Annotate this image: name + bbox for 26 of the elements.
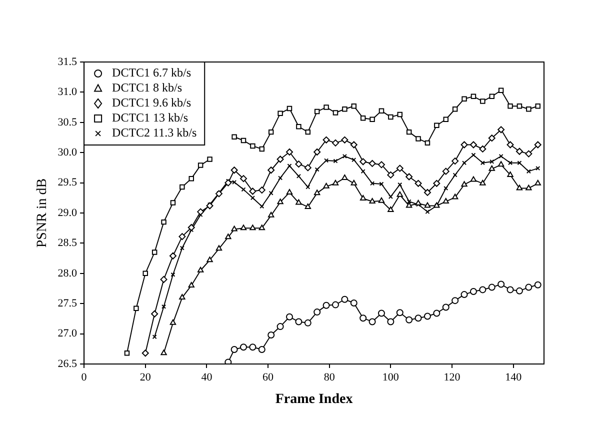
x-tick-label: 60 xyxy=(262,371,274,384)
y-tick-label: 30.5 xyxy=(58,116,78,128)
y-axis-title: PSNR in dB xyxy=(35,178,50,248)
y-tick-label: 29.0 xyxy=(58,206,78,219)
y-tick-label: 28.0 xyxy=(58,267,78,280)
x-tick-label: 140 xyxy=(505,371,522,384)
x-tick-label: 40 xyxy=(201,371,213,384)
x-tick-label: 20 xyxy=(140,371,152,384)
y-tick-label: 29.5 xyxy=(58,176,78,189)
y-tick-label: 26.5 xyxy=(58,358,78,370)
y-tick-label: 27.0 xyxy=(58,328,78,340)
legend-label: DCTC2 11.3 kb/s xyxy=(112,126,197,140)
x-axis-title: Frame Index xyxy=(275,392,353,408)
legend-label: DCTC1 9.6 kb/s xyxy=(112,96,192,110)
y-tick-label: 27.5 xyxy=(58,297,78,310)
x-tick-label: 0 xyxy=(81,371,88,384)
x-tick-label: 100 xyxy=(382,371,400,384)
x-tick-label: 120 xyxy=(444,371,461,384)
y-tick-label: 30.0 xyxy=(58,146,78,158)
legend-label: DCTC1 6.7 kb/s xyxy=(112,66,192,80)
legend-label: DCTC1 8 kb/s xyxy=(112,80,182,95)
y-tick-label: 31.0 xyxy=(58,86,78,98)
y-tick-label: 31.5 xyxy=(58,56,78,68)
legend-label: DCTC1 13 kb/s xyxy=(112,110,188,125)
y-tick-label: 28.5 xyxy=(58,237,78,250)
x-tick-label: 80 xyxy=(324,371,336,384)
